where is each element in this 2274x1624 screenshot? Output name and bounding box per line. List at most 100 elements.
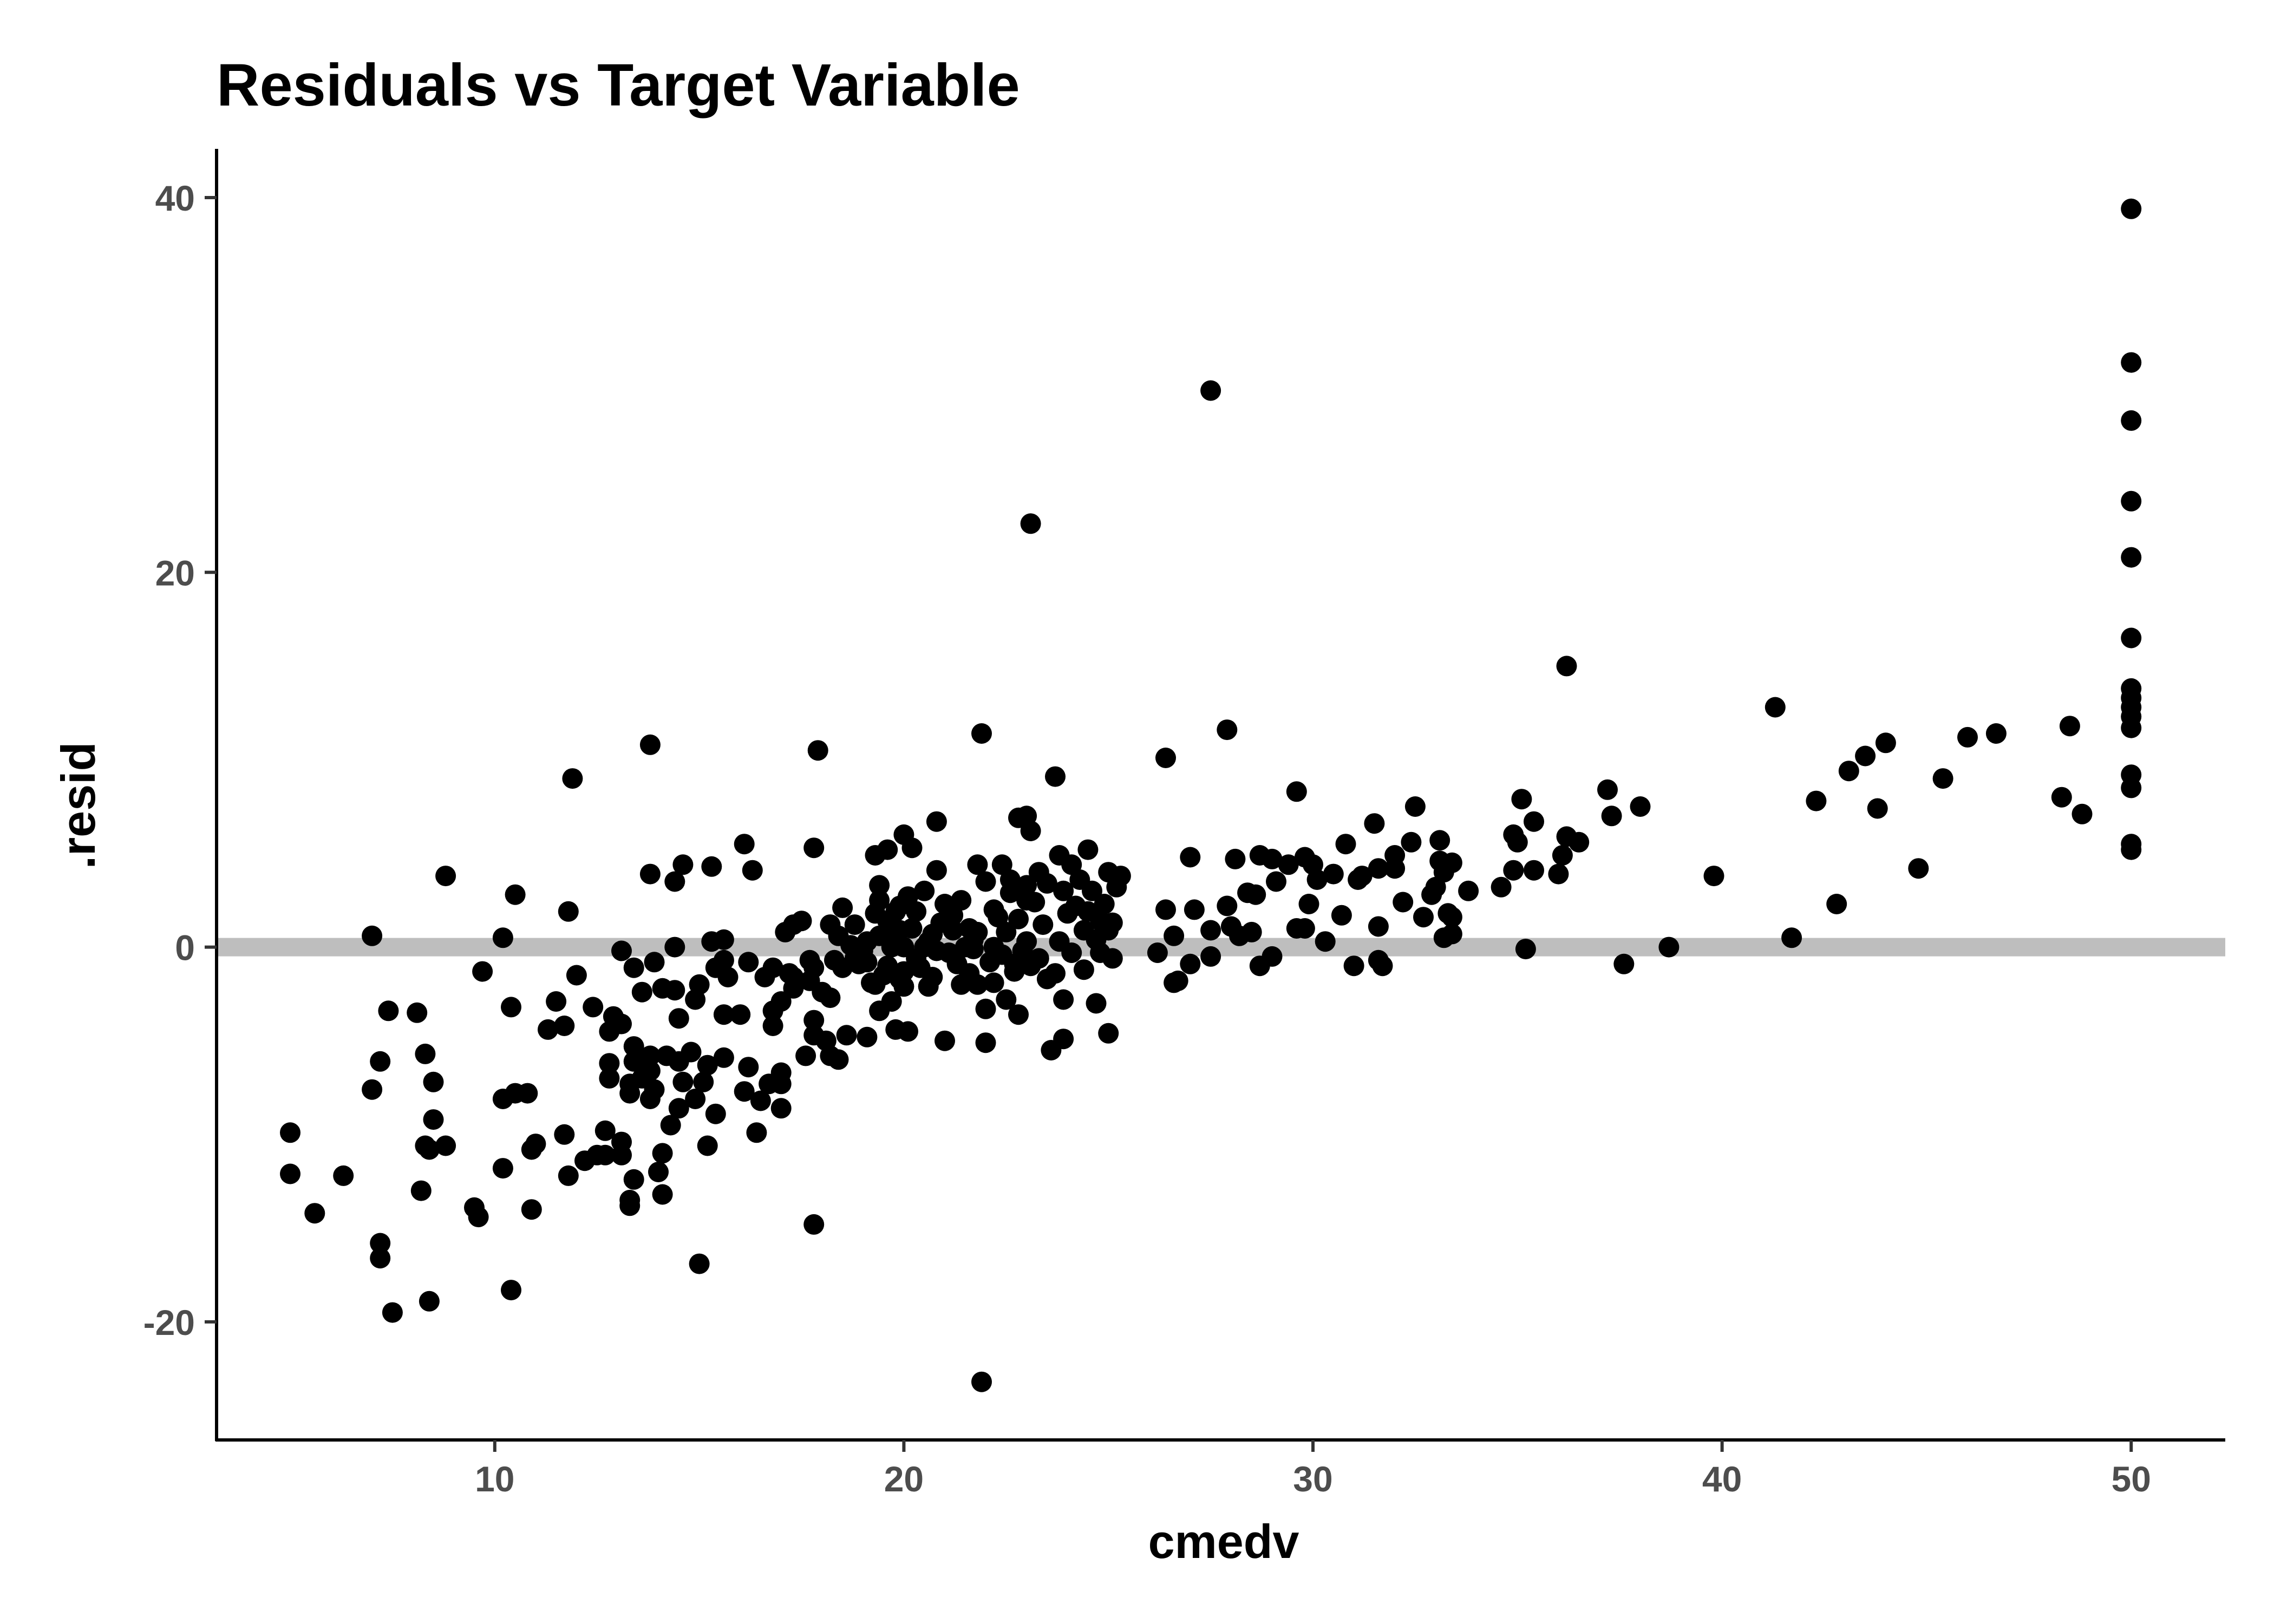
data-point [844, 914, 865, 935]
data-point [362, 1079, 383, 1100]
data-point [1556, 656, 1577, 677]
data-point [1016, 875, 1037, 896]
x-tick-label: 40 [1702, 1459, 1742, 1499]
data-point [1294, 918, 1315, 939]
data-point [770, 1073, 792, 1095]
data-point [783, 978, 804, 999]
data-point [1503, 860, 1524, 881]
data-point [1323, 863, 1344, 885]
data-point [594, 1144, 616, 1165]
data-point [1102, 948, 1123, 969]
data-point [906, 901, 927, 922]
data-point [971, 1371, 992, 1392]
x-axis-title: cmedv [1148, 1515, 1299, 1568]
data-point [639, 1045, 661, 1066]
data-point [611, 1013, 632, 1034]
data-point [869, 875, 890, 896]
data-point [419, 1291, 440, 1312]
data-point [2121, 490, 2142, 512]
data-point [1613, 953, 1635, 974]
data-point [893, 961, 914, 982]
data-point [517, 1083, 538, 1104]
data-point [1200, 920, 1221, 941]
data-point [1393, 892, 1414, 913]
data-point [1524, 860, 1544, 881]
data-point [951, 890, 972, 911]
data-point [410, 1180, 432, 1201]
data-point [672, 854, 694, 875]
data-point [1245, 884, 1266, 905]
data-point [1008, 1004, 1029, 1025]
data-point [1200, 946, 1221, 967]
data-point [689, 974, 710, 995]
data-point [1155, 748, 1176, 768]
data-point [554, 1016, 575, 1036]
data-point [1855, 745, 1876, 767]
data-point [697, 1135, 718, 1156]
data-point [935, 1030, 955, 1051]
data-point [423, 1071, 444, 1092]
data-point [1781, 927, 1802, 948]
data-point [1507, 831, 1528, 853]
data-point [664, 937, 685, 958]
data-point [2121, 627, 2142, 649]
x-tick-label: 50 [2112, 1459, 2151, 1499]
data-point [1045, 766, 1066, 787]
data-point [983, 972, 1004, 993]
data-point [631, 981, 652, 1003]
data-point [423, 1109, 444, 1130]
data-point [468, 1207, 489, 1228]
data-point [1286, 781, 1307, 802]
data-point [505, 884, 526, 905]
data-point [1351, 866, 1373, 887]
data-point [1164, 925, 1185, 946]
data-point [697, 1055, 718, 1076]
data-point [1241, 921, 1262, 942]
data-point [803, 837, 825, 859]
data-point [672, 1071, 694, 1092]
data-point [1658, 937, 1680, 958]
y-axis-title: .resid [51, 742, 105, 869]
data-point [1957, 726, 1978, 748]
data-point [546, 991, 567, 1012]
data-point [1441, 924, 1462, 945]
data-point [836, 1025, 857, 1046]
data-point [713, 929, 734, 950]
data-point [1524, 811, 1544, 832]
data-point [1441, 907, 1462, 928]
data-point [566, 965, 587, 986]
data-point [1335, 834, 1356, 855]
data-point [971, 723, 992, 744]
data-point [1875, 732, 1896, 754]
data-point [435, 1135, 456, 1156]
data-point [1053, 1029, 1074, 1050]
data-point [999, 869, 1021, 890]
data-point [1061, 942, 1082, 963]
data-point [795, 1045, 816, 1066]
data-point [689, 1253, 710, 1274]
data-point [660, 1115, 681, 1136]
data-point [975, 998, 996, 1019]
data-point [1867, 798, 1888, 819]
data-point [1147, 942, 1168, 963]
data-point [1368, 858, 1389, 879]
y-tick-label: 20 [155, 553, 195, 593]
data-point [1200, 380, 1221, 401]
data-point [1491, 876, 1512, 898]
data-point [611, 940, 632, 961]
data-point [492, 927, 513, 948]
data-point [280, 1122, 300, 1143]
data-point [599, 1068, 620, 1089]
data-point [988, 907, 1009, 928]
data-point [770, 991, 792, 1012]
data-point [820, 987, 841, 1009]
data-point [926, 811, 947, 832]
data-point [1458, 880, 1479, 901]
data-point [1217, 719, 1238, 741]
data-point [1548, 863, 1569, 885]
data-point [362, 925, 383, 946]
data-point [967, 854, 988, 875]
data-point [611, 1144, 632, 1165]
data-point [619, 1083, 641, 1104]
